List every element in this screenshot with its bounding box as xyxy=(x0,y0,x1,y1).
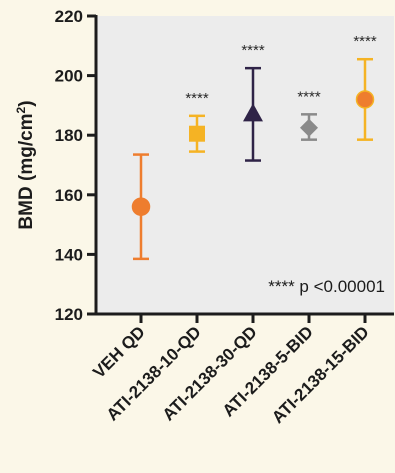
data-point-group xyxy=(131,153,151,261)
y-tick-label: 200 xyxy=(55,67,83,86)
mean-marker-square xyxy=(189,125,205,142)
mean-marker-circle xyxy=(131,197,151,216)
y-tick-label: 160 xyxy=(55,186,83,205)
significance-note: **** p <0.00001 xyxy=(268,277,385,296)
x-category-label: ATI-2138-30-QD xyxy=(159,322,261,424)
significance-label: **** xyxy=(185,90,209,107)
significance-label: **** xyxy=(241,42,265,59)
mean-marker-triangle xyxy=(243,103,263,122)
y-axis-title: BMD (mg/cm2) xyxy=(14,100,37,229)
data-point-group: **** xyxy=(185,90,209,153)
data-point-group: **** xyxy=(353,33,377,141)
mean-marker-circle xyxy=(355,90,375,109)
data-series: **** **** **** **** xyxy=(131,33,377,261)
x-axis: VEH QDATI-2138-10-QDATI-2138-30-QDATI-21… xyxy=(89,312,394,427)
y-axis-title-end: ) xyxy=(16,100,37,106)
data-point-group: **** xyxy=(241,42,265,162)
y-tick-label: 140 xyxy=(55,245,83,264)
data-point-group: **** xyxy=(297,88,321,141)
y-tick-label: 120 xyxy=(55,305,83,324)
x-category-label: ATI-2138-15-BID xyxy=(268,322,373,427)
plot-area xyxy=(96,16,394,314)
y-axis: 120 140 160 180 200 220 xyxy=(55,7,98,324)
x-category-label: ATI-2138-10-QD xyxy=(103,322,205,424)
y-axis-title-main: BMD (mg/cm xyxy=(16,113,37,229)
y-tick-label: 220 xyxy=(55,7,83,26)
significance-label: **** xyxy=(353,33,377,50)
y-axis-title-superscript: 2 xyxy=(14,106,28,113)
y-tick-label: 180 xyxy=(55,126,83,145)
significance-label: **** xyxy=(297,88,321,105)
mean-marker-diamond xyxy=(300,118,318,137)
